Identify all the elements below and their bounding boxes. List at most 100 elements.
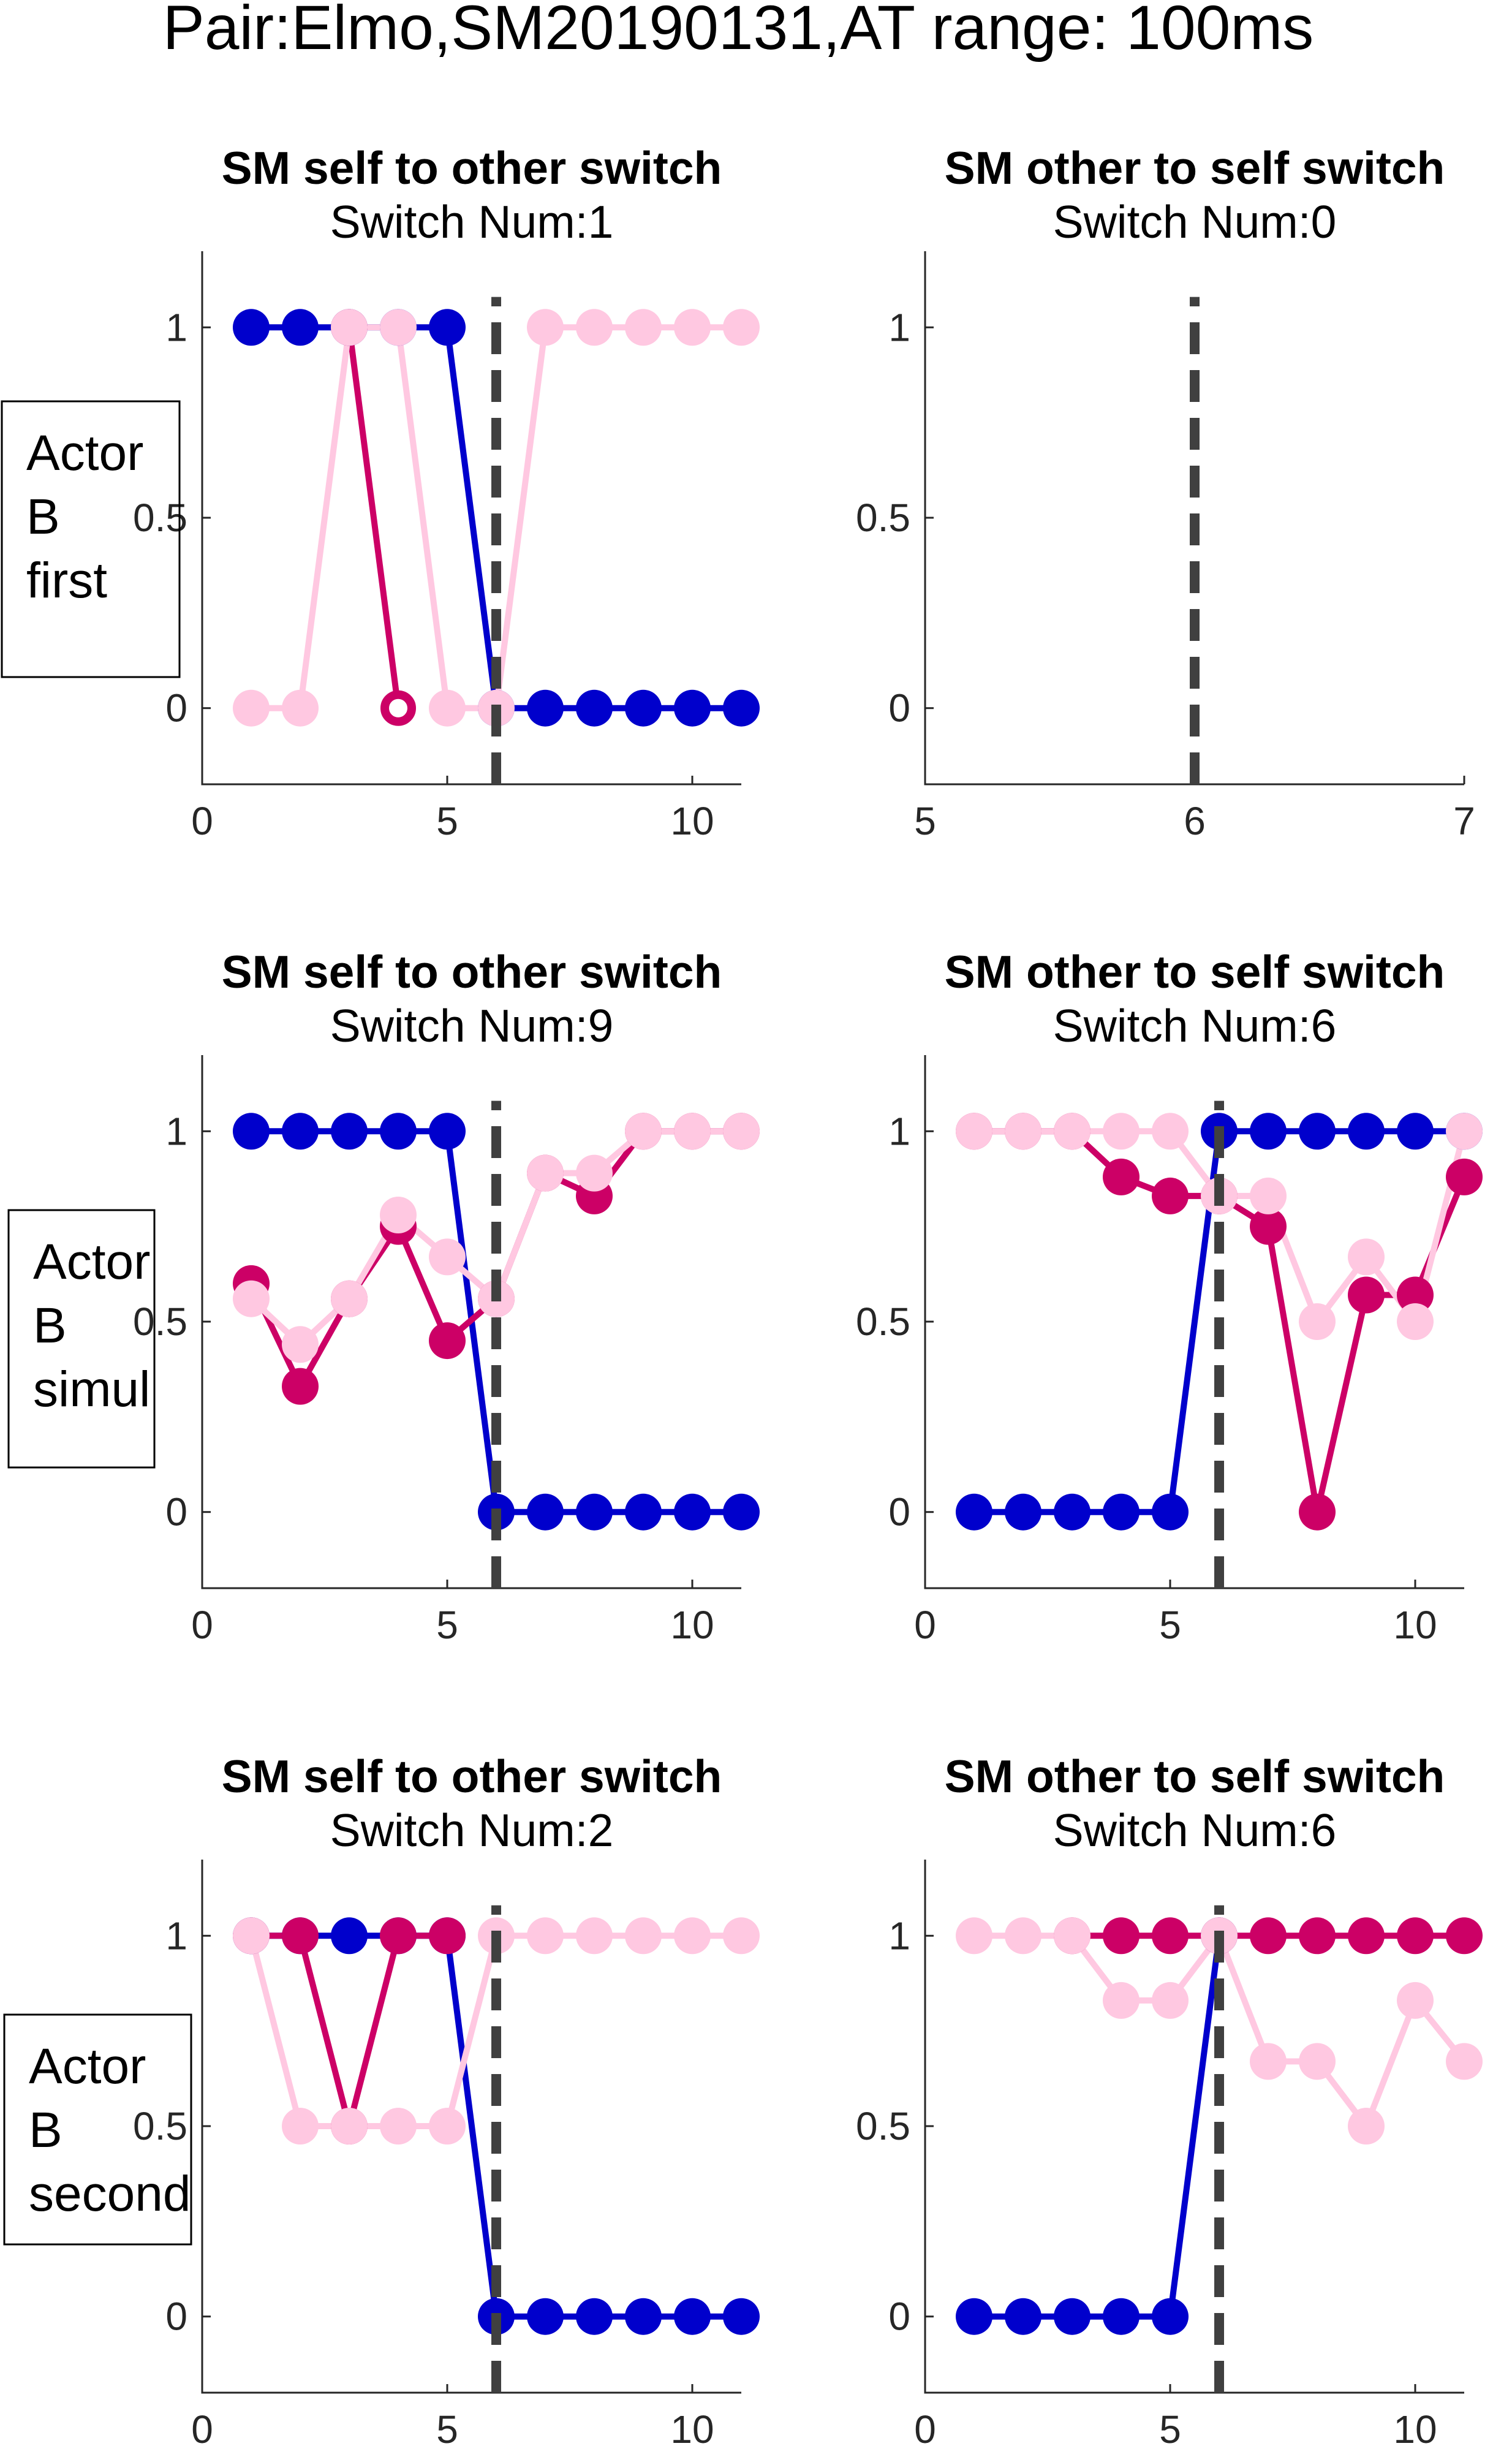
y-tick-label: 0 [888, 686, 910, 730]
data-point [674, 1113, 711, 1150]
x-tick-label: 5 [914, 799, 936, 843]
data-point [1103, 1158, 1140, 1195]
data-point [625, 1917, 662, 1955]
data-point [1446, 1917, 1483, 1955]
data-point [1348, 1238, 1385, 1276]
y-tick-label: 1 [888, 305, 910, 349]
data-point [1348, 1276, 1385, 1314]
data-point [331, 1280, 368, 1317]
data-point [576, 309, 613, 346]
data-point [723, 309, 760, 346]
x-tick-label: 0 [914, 2407, 936, 2451]
data-point [380, 690, 416, 726]
data-point [331, 1113, 368, 1150]
data-point [1103, 2298, 1140, 2335]
data-point [1054, 1917, 1091, 1955]
data-point [282, 689, 319, 727]
panel-subtitle: Switch Num:9 [330, 1000, 614, 1051]
x-tick-label: 6 [1184, 799, 1206, 843]
y-tick-label: 0.5 [133, 496, 187, 540]
panel-title: SM other to self switch [945, 946, 1445, 998]
data-point [1152, 1177, 1189, 1214]
data-point [956, 1113, 992, 1150]
data-point [1250, 1917, 1287, 1955]
panel-subtitle: Switch Num:6 [1053, 1000, 1337, 1051]
data-point [1005, 1493, 1041, 1531]
data-point [1103, 1982, 1140, 2019]
data-point [576, 1917, 613, 1955]
row-label-line: second [29, 2166, 191, 2222]
data-point [282, 2108, 319, 2145]
x-tick-label: 5 [1159, 1603, 1181, 1647]
data-point [1103, 1113, 1140, 1150]
data-point [380, 2108, 417, 2145]
data-point [331, 309, 368, 346]
data-point [282, 1917, 319, 1955]
data-point [282, 309, 319, 346]
panel-subtitle: Switch Num:6 [1053, 1804, 1337, 1856]
data-point [1348, 1917, 1385, 1955]
data-point [233, 1113, 270, 1150]
data-point [1005, 1917, 1041, 1955]
data-point [527, 309, 564, 346]
x-tick-label: 0 [191, 2407, 213, 2451]
y-tick-label: 0 [888, 1490, 910, 1534]
panel-title: SM self to other switch [222, 1751, 722, 1802]
data-point [625, 1493, 662, 1531]
data-point [1299, 1917, 1336, 1955]
data-point [429, 309, 466, 346]
data-point [429, 1322, 466, 1360]
data-point [527, 1154, 564, 1192]
data-point [282, 1326, 319, 1363]
series-line [346, 327, 401, 709]
data-point [1446, 1113, 1483, 1150]
row-label-box [7, 1209, 156, 1469]
y-tick-label: 0 [165, 686, 187, 730]
data-point [576, 2298, 613, 2335]
data-point [233, 689, 270, 727]
y-tick-label: 1 [888, 1914, 910, 1958]
data-point [674, 2298, 711, 2335]
data-point [527, 1917, 564, 1955]
data-point [723, 1917, 760, 1955]
row-label-box [1, 400, 181, 678]
data-point [1005, 1113, 1041, 1150]
data-point [956, 1917, 992, 1955]
data-point [1397, 1917, 1434, 1955]
data-point [233, 1280, 270, 1317]
data-point [380, 1197, 417, 1233]
data-point [1348, 1113, 1385, 1150]
data-point [625, 689, 662, 727]
data-point [1299, 1493, 1336, 1531]
y-tick-label: 1 [165, 1914, 187, 1958]
figure-title: Pair:Elmo,SM20190131,AT range: 100ms [163, 0, 1314, 62]
x-tick-label: 7 [1453, 799, 1475, 843]
row-label-line: B [29, 2102, 62, 2158]
data-point [1299, 1303, 1336, 1340]
data-point [1397, 1113, 1434, 1150]
x-tick-label: 5 [1159, 2407, 1181, 2451]
data-point [1250, 1177, 1287, 1214]
x-tick-label: 10 [1393, 1603, 1437, 1647]
data-point [1054, 1113, 1091, 1150]
data-point [674, 1917, 711, 1955]
data-point [1103, 1493, 1140, 1531]
x-tick-label: 0 [914, 1603, 936, 1647]
data-point [1397, 1303, 1434, 1340]
row-label-box [3, 2013, 192, 2246]
y-tick-label: 1 [165, 305, 187, 349]
data-point [380, 1113, 417, 1150]
data-point [282, 1113, 319, 1150]
row-label-line: first [26, 553, 107, 608]
data-point [576, 689, 613, 727]
data-point [723, 689, 760, 727]
data-point [674, 689, 711, 727]
data-point [576, 1493, 613, 1531]
